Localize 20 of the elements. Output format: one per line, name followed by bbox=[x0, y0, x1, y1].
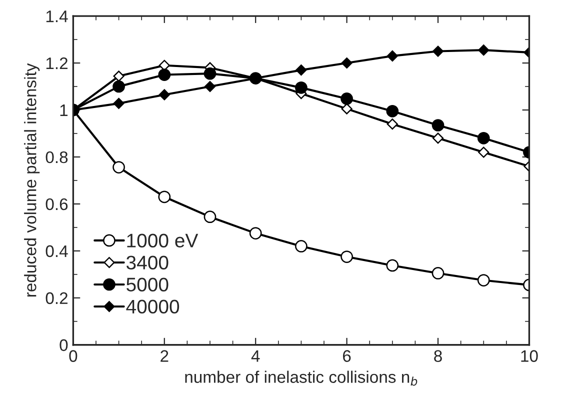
y-tick-label: 0.6 bbox=[46, 198, 68, 210]
x-tick-label: 4 bbox=[251, 350, 260, 362]
legend-label: 1000 eV bbox=[127, 234, 198, 248]
y-tick-label: 1.4 bbox=[46, 10, 68, 22]
y-tick-label: 0 bbox=[60, 339, 68, 352]
x-tick-label: 10 bbox=[521, 350, 538, 362]
x-tick-label: 0 bbox=[69, 350, 78, 362]
x-tick-label: 8 bbox=[434, 350, 442, 362]
y-tick-label: 1.2 bbox=[46, 57, 68, 70]
y-tick-label: 0.4 bbox=[46, 245, 68, 258]
y-tick-label: 0.8 bbox=[46, 151, 68, 164]
legend-label: 40000 bbox=[126, 300, 180, 314]
x-tick-label: 2 bbox=[160, 350, 168, 362]
y-axis-title: reduced volume partial intensity bbox=[24, 63, 40, 297]
x-tick-label: 6 bbox=[343, 350, 351, 362]
y-tick-label: 0.2 bbox=[46, 292, 68, 304]
x-axis-title: number of inelastic collisions n$_{b}$ bbox=[185, 370, 418, 386]
legend-label: 3400 bbox=[126, 256, 168, 270]
legend-label: 5000 bbox=[126, 278, 168, 292]
y-tick-label: 1 bbox=[60, 104, 68, 116]
